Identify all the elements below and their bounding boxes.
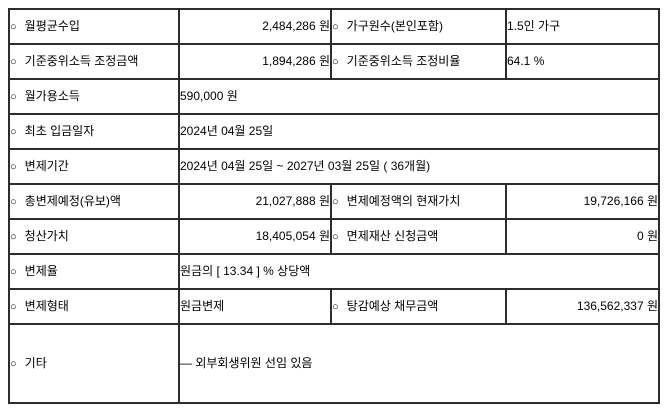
label-text: 변제기간 [24, 158, 69, 173]
repayment-form-label: ○ 변제형태 [8, 288, 180, 325]
repayment-period-label: ○ 변제기간 [8, 148, 180, 185]
circle-bullet-icon: ○ [332, 300, 339, 313]
first-deposit-date-value: 2024년 04월 25일 [178, 113, 660, 150]
median-income-adjustment-ratio-label: ○ 기준중위소득 조정비율 [330, 43, 507, 80]
expected-forgiven-debt-value: 136,562,337 원 [505, 288, 660, 325]
median-income-adjusted-amount-value: 1,894,286 원 [178, 43, 332, 80]
row-etc-notes: ○ 기타 — 외부회생위원 선임 있음 [8, 323, 660, 404]
liquidation-value-label: ○ 청산가치 [8, 218, 180, 255]
total-expected-repayment-value: 21,027,888 원 [178, 183, 332, 220]
etc-notes-label: ○ 기타 [8, 323, 180, 404]
household-size-value: 1.5인 가구 [505, 8, 660, 45]
label-text: 기준중위소득 조정비율 [346, 53, 461, 68]
row-total-expected-repayment: ○ 총변제예정(유보)액 21,027,888 원 ○ 변제예정액의 현재가치 19… [8, 183, 660, 220]
row-monthly-average-income: ○ 월평균수입 2,484,286 원 ○ 가구원수(본인포함) 1.5인 가구 [8, 8, 660, 45]
row-repayment-form: ○ 변제형태 원금변제 ○ 탕감예상 채무금액 136,562,337 원 [8, 288, 660, 325]
label-text: 총변제예정(유보)액 [24, 193, 121, 208]
repayment-form-value: 원금변제 [178, 288, 332, 325]
label-text: 기준중위소득 조정금액 [24, 53, 139, 68]
row-monthly-available-income: ○ 월가용소득 590,000 원 [8, 78, 660, 115]
present-value-of-repayment-value: 19,726,166 원 [505, 183, 660, 220]
exempt-property-request-label: ○ 면제재산 신청금액 [330, 218, 507, 255]
row-liquidation-value: ○ 청산가치 18,405,054 원 ○ 면제재산 신청금액 0 원 [8, 218, 660, 255]
repayment-rate-value: 원금의 [ 13.34 ] % 상당액 [178, 253, 660, 290]
circle-bullet-icon: ○ [10, 125, 17, 138]
monthly-average-income-label: ○ 월평균수입 [8, 8, 180, 45]
repayment-period-value: 2024년 04월 25일 ~ 2027년 03월 25일 ( 36개월) [178, 148, 660, 185]
etc-notes-value: — 외부회생위원 선임 있음 [178, 323, 660, 404]
repayment-rate-label: ○ 변제율 [8, 253, 180, 290]
expected-forgiven-debt-label: ○ 탕감예상 채무금액 [330, 288, 507, 325]
monthly-available-income-value: 590,000 원 [178, 78, 660, 115]
row-median-income-adjustment: ○ 기준중위소득 조정금액 1,894,286 원 ○ 기준중위소득 조정비율 64… [8, 43, 660, 80]
row-first-deposit-date: ○ 최초 입금일자 2024년 04월 25일 [8, 113, 660, 150]
repayment-plan-summary-table: ○ 월평균수입 2,484,286 원 ○ 가구원수(본인포함) 1.5인 가구 ○… [8, 8, 660, 404]
label-text: 변제율 [24, 263, 58, 278]
total-expected-repayment-label: ○ 총변제예정(유보)액 [8, 183, 180, 220]
circle-bullet-icon: ○ [332, 20, 339, 33]
circle-bullet-icon: ○ [332, 230, 339, 243]
label-text: 면제재산 신청금액 [346, 228, 439, 243]
label-text: 변제형태 [24, 298, 69, 313]
row-repayment-rate: ○ 변제율 원금의 [ 13.34 ] % 상당액 [8, 253, 660, 290]
exempt-property-request-value: 0 원 [505, 218, 660, 255]
label-text: 청산가치 [24, 228, 69, 243]
present-value-of-repayment-label: ○ 변제예정액의 현재가치 [330, 183, 507, 220]
monthly-available-income-label: ○ 월가용소득 [8, 78, 180, 115]
household-size-label: ○ 가구원수(본인포함) [330, 8, 507, 45]
circle-bullet-icon: ○ [332, 55, 339, 68]
liquidation-value-value: 18,405,054 원 [178, 218, 332, 255]
median-income-adjusted-amount-label: ○ 기준중위소득 조정금액 [8, 43, 180, 80]
circle-bullet-icon: ○ [10, 55, 17, 68]
label-text: 기타 [24, 355, 47, 370]
label-text: 최초 입금일자 [24, 123, 95, 138]
monthly-average-income-value: 2,484,286 원 [178, 8, 332, 45]
circle-bullet-icon: ○ [10, 357, 17, 370]
label-text: 탕감예상 채무금액 [346, 298, 439, 313]
circle-bullet-icon: ○ [10, 265, 17, 278]
first-deposit-date-label: ○ 최초 입금일자 [8, 113, 180, 150]
circle-bullet-icon: ○ [10, 195, 17, 208]
circle-bullet-icon: ○ [10, 90, 17, 103]
label-text: 월평균수입 [24, 18, 80, 33]
circle-bullet-icon: ○ [10, 300, 17, 313]
circle-bullet-icon: ○ [10, 20, 17, 33]
row-repayment-period: ○ 변제기간 2024년 04월 25일 ~ 2027년 03월 25일 ( 36… [8, 148, 660, 185]
label-text: 가구원수(본인포함) [346, 18, 443, 33]
circle-bullet-icon: ○ [332, 195, 339, 208]
label-text: 월가용소득 [24, 88, 80, 103]
circle-bullet-icon: ○ [10, 160, 17, 173]
label-text: 변제예정액의 현재가치 [346, 193, 461, 208]
circle-bullet-icon: ○ [10, 230, 17, 243]
median-income-adjustment-ratio-value: 64.1 % [505, 43, 660, 80]
